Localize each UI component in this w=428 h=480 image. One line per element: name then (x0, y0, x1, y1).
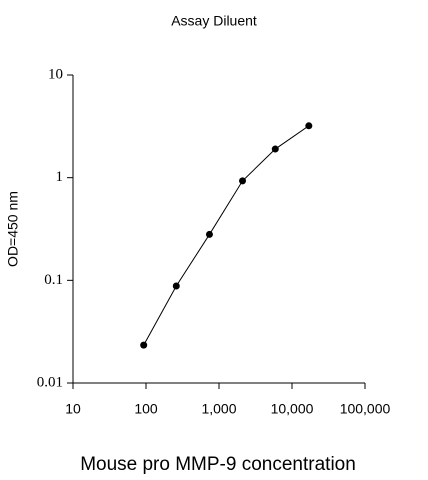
x-tick-label: 10 (65, 401, 81, 417)
chart-title: Assay Diluent (171, 13, 257, 29)
data-point (305, 122, 313, 130)
y-tick-label: 10 (48, 66, 63, 82)
x-axis-label: Mouse pro MMP-9 concentration (80, 454, 356, 475)
data-point (239, 177, 247, 185)
y-axis-label: OD=450 nm (5, 191, 21, 267)
y-tick-label: 1 (56, 169, 64, 185)
series-line (143, 125, 310, 346)
data-point (172, 282, 180, 290)
y-tick-label: 0.1 (44, 272, 63, 288)
data-point (140, 341, 148, 349)
x-tick-label: 1,000 (201, 401, 236, 417)
x-tick-label: 100,000 (340, 401, 391, 417)
x-tick-label: 10,000 (271, 401, 314, 417)
data-point (205, 230, 213, 238)
y-tick-label: 0.01 (37, 374, 63, 390)
x-tick-label: 100 (134, 401, 158, 417)
data-point (271, 145, 279, 153)
